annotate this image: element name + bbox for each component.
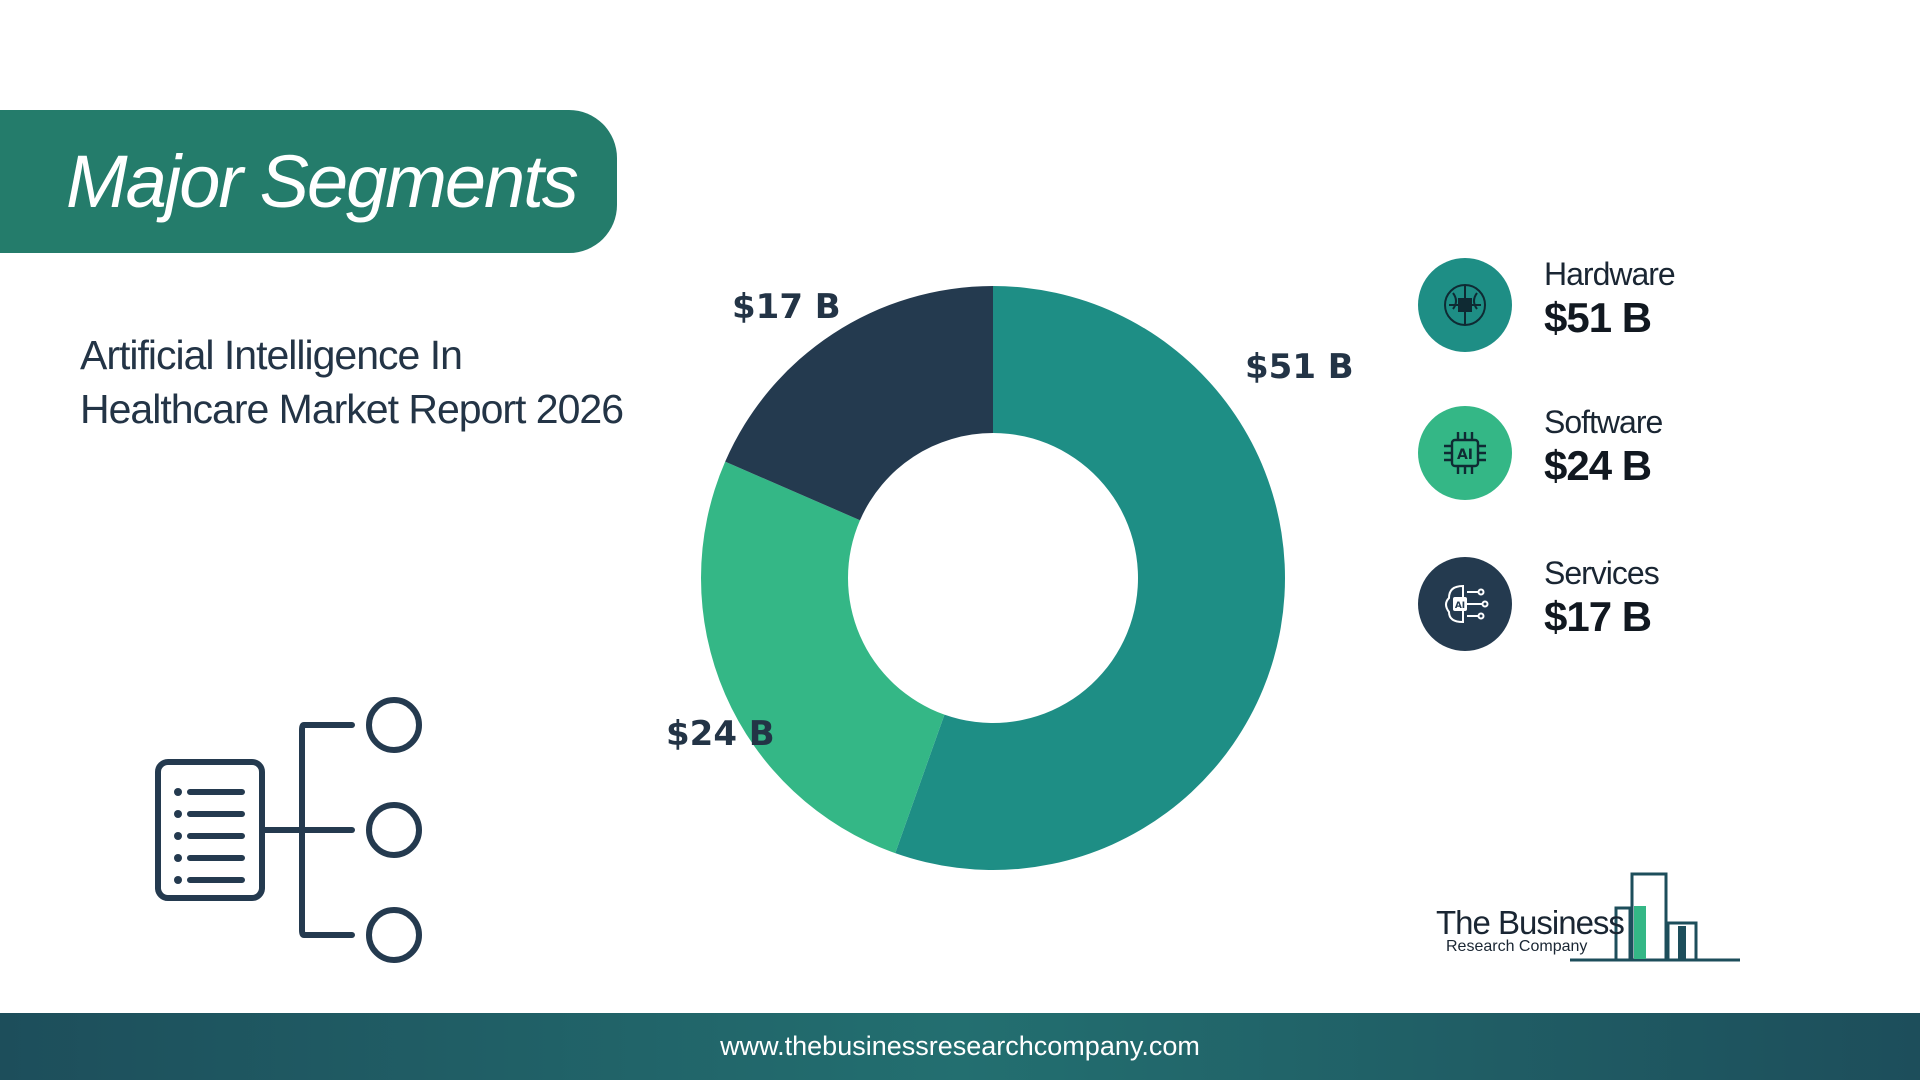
legend-item-software: AI Software $24 B [1418, 404, 1818, 506]
legend-item-services: AI Services $17 B [1418, 555, 1818, 657]
footer-bar: www.thebusinessresearchcompany.com [0, 1013, 1920, 1080]
footer-website-link[interactable]: www.thebusinessresearchcompany.com [720, 1031, 1200, 1061]
legend-value-software: $24 B [1544, 442, 1652, 489]
legend-label-hardware: Hardware [1544, 256, 1676, 292]
donut-slice-hardware [895, 286, 1285, 870]
data-label-services: $17 B [732, 287, 841, 327]
donut-slice-services [725, 286, 993, 521]
company-logo: The Business Research Company [1430, 868, 1750, 968]
svg-text:AI: AI [1457, 447, 1473, 463]
svg-text:AI: AI [1455, 601, 1465, 611]
legend-label-services: Services [1544, 555, 1660, 591]
logo-tagline: Research Company [1446, 938, 1588, 955]
donut-slice-software [701, 461, 945, 854]
legend-value-hardware: $51 B [1544, 294, 1652, 341]
data-label-hardware: $51 B [1245, 347, 1354, 387]
legend-item-hardware: Hardware $51 B [1418, 256, 1818, 358]
report-subtitle: Artificial Intelligence In Healthcare Ma… [80, 332, 624, 432]
ai-chip-icon: AI [1418, 406, 1512, 500]
legend-value-services: $17 B [1544, 593, 1652, 640]
data-label-software: $24 B [666, 714, 775, 754]
ai-brain-icon: AI [1418, 557, 1512, 651]
page-title: Major Segments [66, 140, 579, 223]
logo-skyline-icon [1570, 872, 1740, 962]
segments-tree-icon [155, 697, 422, 963]
title-banner: Major Segments [0, 110, 617, 253]
chip-brain-icon [1418, 258, 1512, 352]
legend-label-software: Software [1544, 404, 1663, 440]
logo-name: The Business [1436, 904, 1625, 941]
